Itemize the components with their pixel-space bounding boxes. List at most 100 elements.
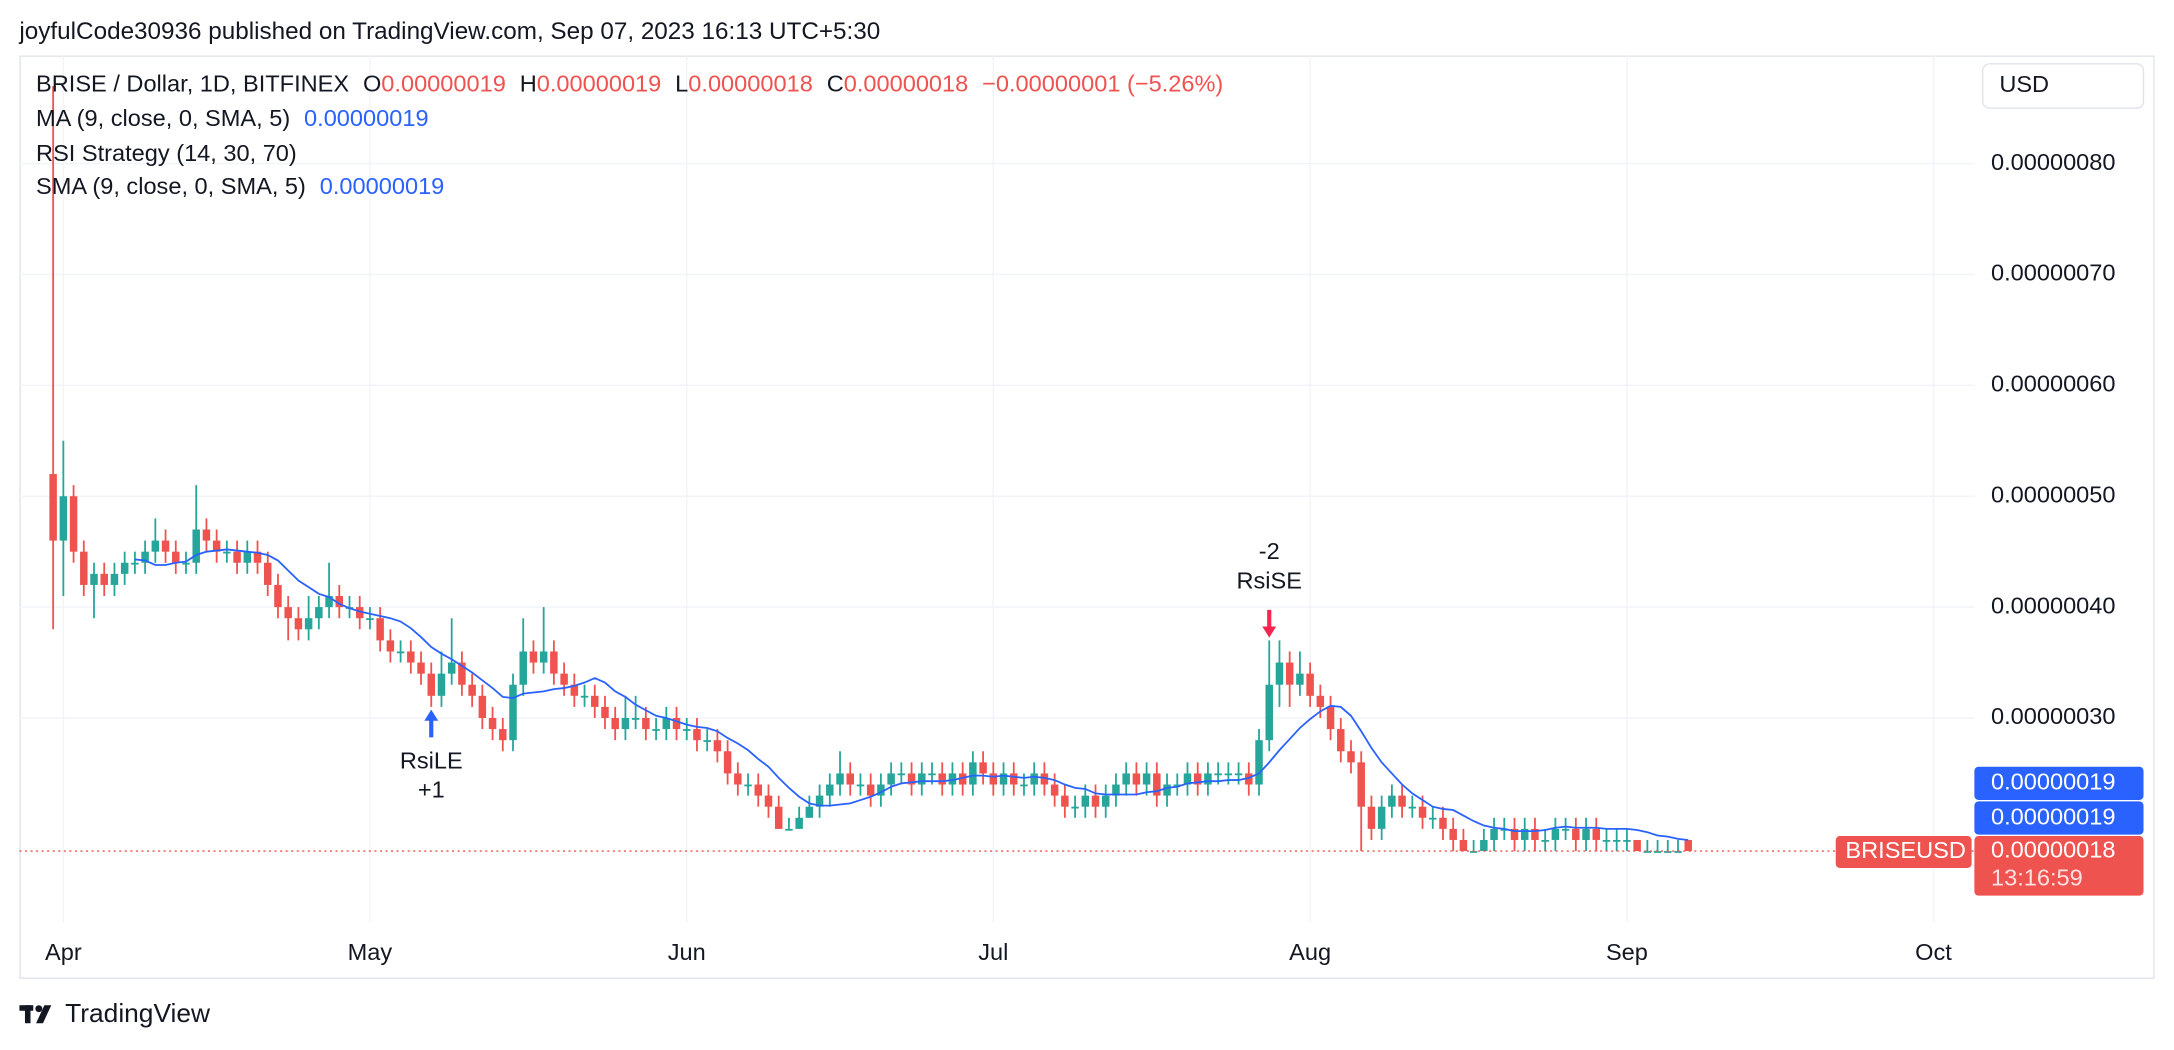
x-tick-label: Apr [45,939,82,965]
candle-body [642,717,650,730]
candle-body [907,773,916,785]
candle-body [1439,817,1447,829]
candle-body [1377,806,1386,829]
currency-box[interactable] [1982,63,2145,109]
candle-body [437,673,446,696]
candle-body [1306,673,1314,696]
price-tag: 0.00000018 [1991,837,2116,863]
indicator-value: 0.00000019 [319,173,445,200]
candle-body [407,651,415,663]
candle-body [1030,773,1038,785]
candle-body [1285,662,1294,685]
candle-body [1337,729,1345,752]
candle-body [1561,828,1570,831]
ohlc-key: O [362,70,382,98]
legend: BRISE / Dollar, 1D, BITFINEX O0.00000019 H… [36,71,1223,99]
candle-body [468,684,476,696]
candle-body [202,529,211,541]
candle-body [1347,751,1355,763]
x-tick-label: Oct [1915,939,1952,965]
candle-body [1582,828,1590,840]
candle-body [1623,839,1631,842]
candle-body [1173,784,1182,787]
candle-body [560,673,568,685]
candle-body [223,551,231,554]
candle-body [703,740,711,742]
ohlc-key: C [826,70,844,98]
indicator-value: 0.00000019 [304,105,429,132]
candle-body [1653,851,1662,853]
brand: TradingView [65,998,211,1028]
candle-body [795,817,803,829]
candle-body [713,740,722,752]
candle-body [1449,828,1457,840]
candle-body [1101,795,1110,807]
candle-body [693,729,701,741]
candle-body [1643,851,1652,853]
candle-body [325,596,333,608]
candle-body [1050,784,1059,796]
candle-body [1510,828,1519,840]
candle-body [1061,795,1069,807]
candle-body [1664,851,1672,853]
candle-body [161,540,170,552]
candle-body [1183,773,1192,785]
candle-body [1010,773,1018,785]
candle-body [846,773,854,785]
candle-body [754,784,763,796]
candle-body [233,551,241,563]
candle-body [386,640,395,652]
indicator-name: SMA (9, close, 0, SMA, 5) [36,173,306,200]
candle-body [1459,839,1468,852]
ma-tag-box [1974,801,2144,835]
ohlc-value: 0.00000019 [381,70,506,98]
candle-body [59,496,68,541]
candle-body [80,551,88,585]
candle-body [815,795,824,807]
change: −0.00000001 (−5.26%) [982,70,1224,98]
candle-body [1429,817,1437,820]
candle-body [1245,773,1253,785]
candle-body [591,695,599,707]
candle-body [284,607,292,619]
publisher: joyfulCode30936 published on TradingView… [19,16,881,45]
candle-body [836,773,844,785]
candle-body [499,729,507,741]
candle-body [1357,762,1365,807]
x-tick-label: Sep [1606,939,1648,965]
ma-tag: 0.00000019 [1991,803,2116,829]
currency: USD [1999,71,2049,97]
indicator-name: RSI Strategy (14, 30, 70) [36,139,297,166]
candle-body [611,717,619,730]
candle-body [550,651,558,674]
candle-body [355,607,364,619]
candle-body [1020,784,1028,787]
signal-arrow [1262,609,1277,638]
candle-body [805,806,814,818]
candle-body [1163,784,1171,796]
candle-body [1480,839,1488,852]
candle-body [570,684,579,696]
candle-body [1224,773,1233,776]
candle-body [734,773,742,785]
candle-body [396,651,405,654]
candle-body [539,651,548,663]
candle-body [989,773,998,785]
candle-body [1234,773,1243,776]
indicator-name: MA (9, close, 0, SMA, 5) [36,105,291,132]
candle-body [652,729,660,731]
candle-body [887,773,895,785]
y-tick-label: 0.00000040 [1991,592,2116,618]
candle-body [897,773,906,776]
candle-body [938,773,946,785]
candle-body [856,784,865,787]
candle-body [376,618,384,641]
candle-body [141,551,149,563]
candle-body [1204,773,1212,785]
signal-label: +1 [418,777,445,803]
candle-body [212,540,221,552]
candle-body [294,618,303,630]
candle-body [304,618,313,630]
candle-body [1674,851,1682,853]
